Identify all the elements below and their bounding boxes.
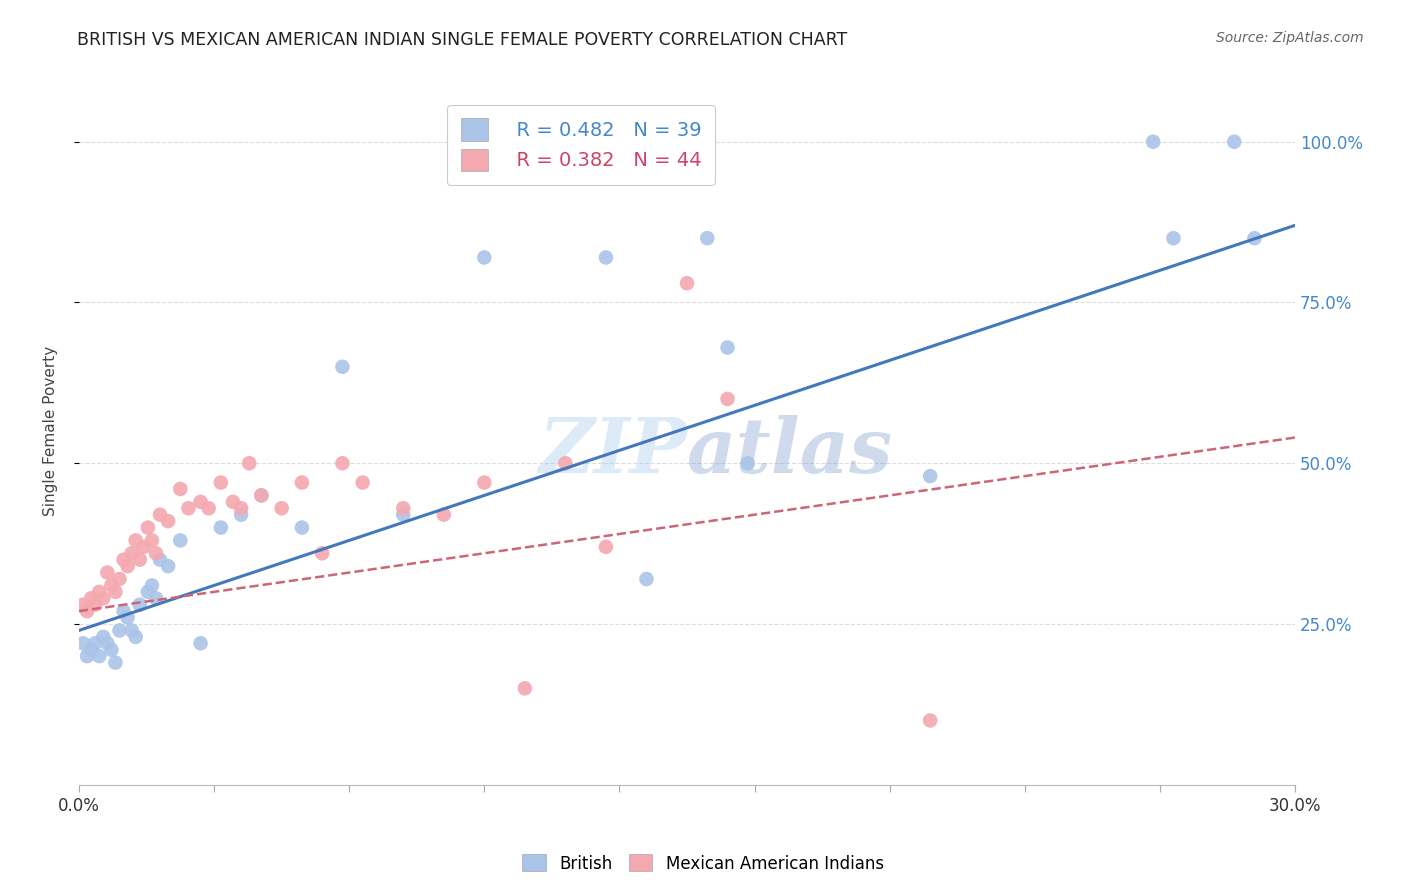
Point	[136, 585, 159, 599]
Legend:   R = 0.482   N = 39,   R = 0.382   N = 44: R = 0.482 N = 39, R = 0.382 N = 44	[447, 105, 716, 185]
Point	[89, 649, 111, 664]
Point	[209, 475, 232, 490]
Point	[472, 475, 495, 490]
Point	[108, 572, 131, 586]
Point	[1243, 231, 1265, 245]
Point	[311, 546, 333, 560]
Text: BRITISH VS MEXICAN AMERICAN INDIAN SINGLE FEMALE POVERTY CORRELATION CHART: BRITISH VS MEXICAN AMERICAN INDIAN SINGL…	[77, 31, 848, 49]
Point	[125, 630, 148, 644]
Legend: British, Mexican American Indians: British, Mexican American Indians	[516, 847, 890, 880]
Point	[117, 610, 139, 624]
Point	[1223, 135, 1246, 149]
Point	[84, 636, 107, 650]
Point	[112, 552, 135, 566]
Point	[270, 501, 292, 516]
Point	[1163, 231, 1185, 245]
Point	[149, 552, 172, 566]
Point	[104, 585, 127, 599]
Point	[291, 520, 314, 534]
Point	[238, 456, 260, 470]
Point	[84, 598, 107, 612]
Text: atlas: atlas	[688, 416, 893, 490]
Point	[554, 456, 576, 470]
Point	[177, 501, 200, 516]
Point	[80, 591, 103, 606]
Point	[250, 488, 273, 502]
Point	[72, 598, 94, 612]
Point	[121, 624, 143, 638]
Point	[169, 482, 191, 496]
Point	[125, 533, 148, 548]
Point	[76, 649, 98, 664]
Point	[291, 475, 314, 490]
Point	[76, 604, 98, 618]
Point	[229, 501, 252, 516]
Point	[716, 392, 738, 406]
Text: Source: ZipAtlas.com: Source: ZipAtlas.com	[1216, 31, 1364, 45]
Point	[117, 559, 139, 574]
Point	[1142, 135, 1164, 149]
Point	[190, 495, 212, 509]
Point	[229, 508, 252, 522]
Point	[392, 508, 415, 522]
Point	[91, 630, 114, 644]
Point	[332, 359, 354, 374]
Point	[132, 540, 155, 554]
Point	[920, 469, 942, 483]
Point	[121, 546, 143, 560]
Point	[157, 559, 180, 574]
Point	[472, 251, 495, 265]
Point	[104, 656, 127, 670]
Point	[676, 276, 699, 290]
Point	[91, 591, 114, 606]
Point	[96, 636, 118, 650]
Point	[108, 624, 131, 638]
Point	[112, 604, 135, 618]
Point	[89, 585, 111, 599]
Point	[136, 520, 159, 534]
Point	[209, 520, 232, 534]
Point	[169, 533, 191, 548]
Point	[96, 566, 118, 580]
Point	[197, 501, 219, 516]
Point	[513, 681, 536, 696]
Point	[72, 636, 94, 650]
Point	[595, 251, 617, 265]
Point	[920, 714, 942, 728]
Point	[696, 231, 718, 245]
Point	[141, 533, 163, 548]
Point	[100, 578, 122, 592]
Point	[190, 636, 212, 650]
Point	[250, 488, 273, 502]
Point	[145, 591, 167, 606]
Point	[332, 456, 354, 470]
Point	[352, 475, 374, 490]
Point	[80, 642, 103, 657]
Point	[157, 514, 180, 528]
Text: ZIP: ZIP	[538, 416, 688, 490]
Point	[145, 546, 167, 560]
Point	[392, 501, 415, 516]
Point	[128, 598, 150, 612]
Y-axis label: Single Female Poverty: Single Female Poverty	[44, 346, 58, 516]
Point	[737, 456, 759, 470]
Point	[636, 572, 658, 586]
Point	[595, 540, 617, 554]
Point	[128, 552, 150, 566]
Point	[141, 578, 163, 592]
Point	[433, 508, 456, 522]
Point	[716, 341, 738, 355]
Point	[149, 508, 172, 522]
Point	[100, 642, 122, 657]
Point	[222, 495, 245, 509]
